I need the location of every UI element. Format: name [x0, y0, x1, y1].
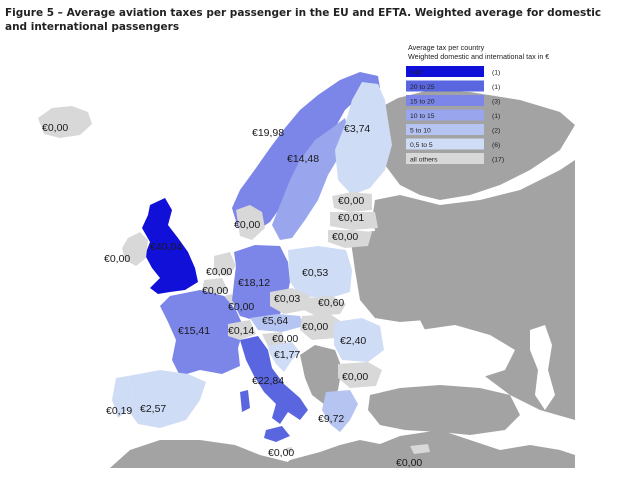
- label-germany: €18,12: [238, 277, 270, 289]
- legend-range: all others: [410, 157, 438, 164]
- legend-range: 15 to 20: [410, 99, 435, 106]
- finland-shape: [335, 82, 392, 195]
- legend: Average tax per country Weighted domesti…: [406, 43, 549, 164]
- turkey-land: [368, 385, 520, 435]
- legend-swatch: [406, 95, 484, 106]
- legend-range: 0,5 to 5: [410, 142, 433, 149]
- legend-count: (1): [492, 113, 500, 120]
- uk-shape: [142, 198, 198, 294]
- malta-shape: [286, 447, 292, 452]
- legend-range: 20 to 25: [410, 84, 435, 91]
- iceland-shape: [38, 106, 92, 138]
- label-ireland: €0,00: [104, 253, 130, 265]
- legend-count: (6): [492, 142, 500, 149]
- belgium-shape: [202, 278, 228, 296]
- netherlands-shape: [214, 252, 236, 276]
- legend-range: >40: [410, 70, 422, 77]
- non-eu-land-east: [372, 160, 575, 420]
- label-cyprus: €0,00: [396, 457, 422, 469]
- label-poland: €0,53: [302, 267, 328, 279]
- label-portugal: €0,19: [106, 405, 132, 417]
- legend-swatch: [406, 124, 484, 135]
- figure-title: Figure 5 – Average aviation taxes per pa…: [5, 7, 602, 33]
- legend-count: (2): [492, 128, 500, 135]
- label-spain: €2,57: [140, 403, 166, 415]
- label-belgium: €0,00: [202, 285, 228, 297]
- austria-shape: [250, 314, 304, 332]
- legend-range: 5 to 10: [410, 128, 431, 135]
- legend-swatch: [406, 80, 484, 92]
- belarus-ukraine: [350, 230, 440, 322]
- label-romania: €2,40: [340, 335, 366, 347]
- spain-shape: [128, 370, 206, 428]
- caspian-sea: [530, 325, 555, 410]
- sicily-shape: [264, 426, 290, 442]
- label-norway: €19,98: [252, 127, 284, 139]
- ireland-shape: [122, 232, 148, 266]
- legend-count: (1): [492, 70, 500, 77]
- portugal-shape: [112, 376, 132, 418]
- legend-count: (3): [492, 99, 500, 106]
- label-slovakia: €0,60: [318, 297, 344, 309]
- france-shape: [160, 290, 244, 376]
- greece-shape: [322, 390, 358, 432]
- label-latvia: €0,01: [338, 212, 364, 224]
- black-sea: [395, 325, 515, 382]
- label-slovenia: €0,00: [272, 333, 298, 345]
- legend-swatch: [406, 109, 484, 121]
- latvia-shape: [330, 212, 378, 230]
- sardinia-shape: [240, 390, 250, 412]
- label-croatia: €1,77: [274, 349, 300, 361]
- denmark-shape: [236, 205, 265, 240]
- label-switzerland: €0,14: [228, 325, 254, 337]
- label-czech: €0,03: [274, 293, 300, 305]
- label-sweden: €14,48: [287, 153, 319, 165]
- label-austria: €5,64: [262, 315, 288, 327]
- legend-count: (17): [492, 157, 504, 164]
- cyprus-shape: [410, 444, 430, 454]
- poland-shape: [288, 246, 352, 298]
- legend-range: 10 to 15: [410, 113, 435, 120]
- label-iceland: €0,00: [42, 122, 68, 134]
- north-africa: [110, 440, 300, 468]
- italy-shape: [240, 336, 308, 424]
- label-luxembourg: €0,00: [228, 301, 254, 313]
- legend-count: (1): [492, 84, 500, 91]
- label-netherlands: €0,00: [206, 266, 232, 278]
- label-estonia: €0,00: [338, 195, 364, 207]
- croatia-shape: [268, 342, 300, 372]
- romania-shape: [334, 318, 384, 362]
- bulgaria-shape: [338, 362, 382, 388]
- switzerland-shape: [228, 320, 256, 340]
- label-malta: €0,00: [268, 447, 294, 459]
- slovakia-shape: [304, 296, 346, 316]
- label-italy: €22,84: [252, 375, 284, 387]
- label-denmark: €0,00: [234, 219, 260, 231]
- label-greece: €9,72: [318, 413, 344, 425]
- lithuania-shape: [328, 230, 372, 248]
- hungary-shape: [300, 314, 342, 340]
- label-finland: €3,74: [344, 123, 370, 135]
- legend-swatch: [406, 66, 484, 77]
- label-hungary: €0,00: [302, 321, 328, 333]
- legend-title: Average tax per country: [408, 43, 485, 52]
- label-uk: €40,04: [150, 241, 182, 253]
- label-france: €15,41: [178, 325, 210, 337]
- estonia-shape: [332, 192, 372, 212]
- legend-swatch: [406, 153, 484, 164]
- label-bulgaria: €0,00: [342, 371, 368, 383]
- sweden-shape: [272, 118, 350, 240]
- balkans-non-eu: [300, 345, 342, 405]
- czech-shape: [270, 288, 310, 314]
- label-lithuania: €0,00: [332, 231, 358, 243]
- legend-swatch: [406, 138, 484, 150]
- slovenia-shape: [262, 332, 284, 346]
- non-eu-land: [280, 90, 575, 468]
- legend-subtitle: Weighted domestic and international tax …: [408, 52, 549, 61]
